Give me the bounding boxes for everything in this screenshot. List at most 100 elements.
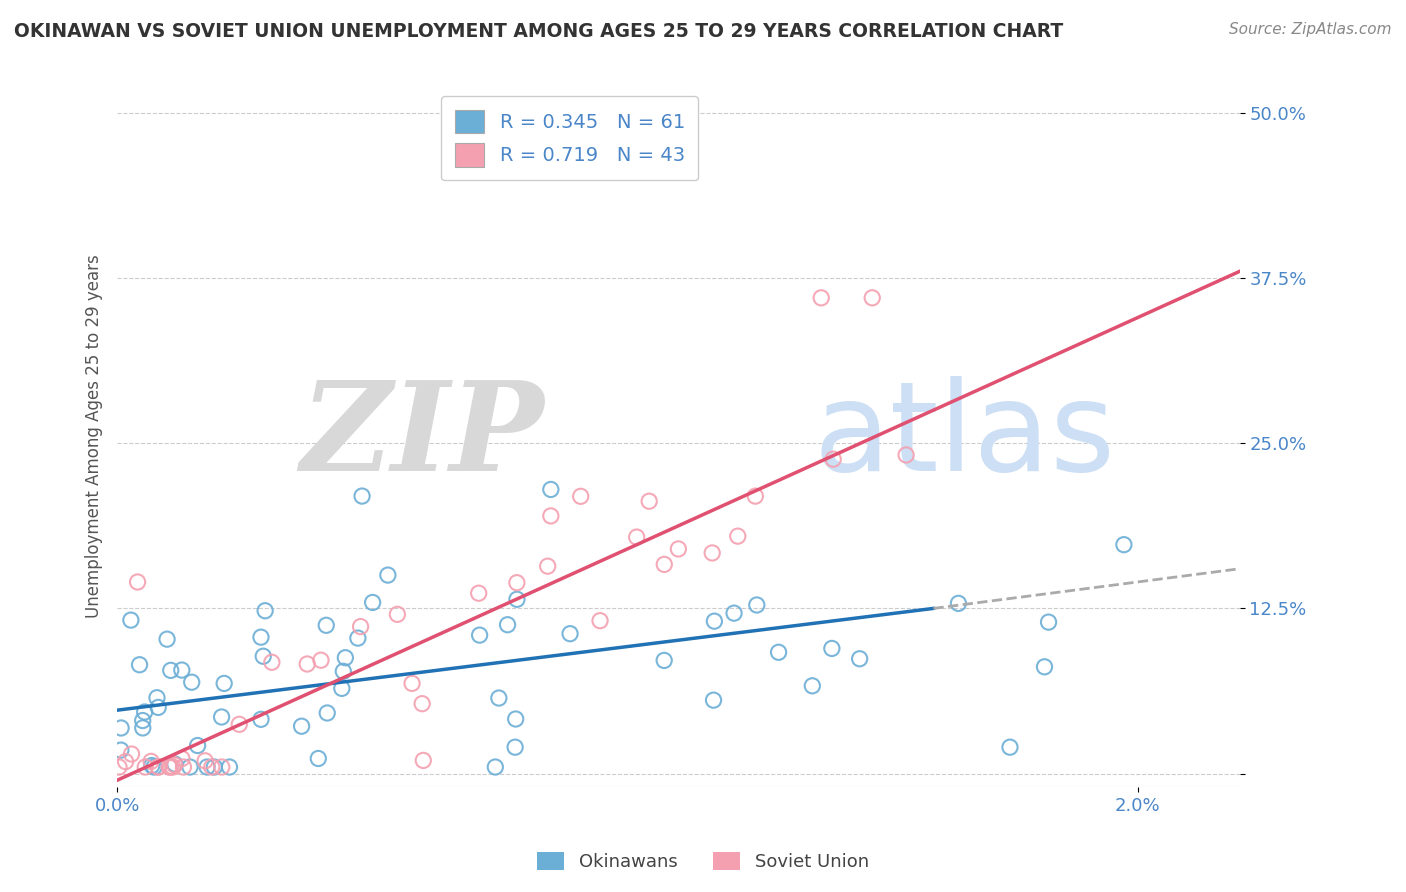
Point (307, 751, 329, 765)
Point (347, 631, 370, 645)
Point (569, 489, 592, 503)
Point (727, 529, 749, 543)
Point (134, 705, 156, 719)
Point (638, 494, 661, 508)
Text: OKINAWAN VS SOVIET UNION UNEMPLOYMENT AMONG AGES 25 TO 29 YEARS CORRELATION CHAR: OKINAWAN VS SOVIET UNION UNEMPLOYMENT AM… (14, 22, 1063, 41)
Point (315, 618, 337, 632)
Point (377, 568, 399, 582)
Point (505, 712, 527, 726)
Point (132, 721, 155, 735)
Point (157, 760, 180, 774)
Point (159, 760, 181, 774)
Point (1112, 538, 1135, 552)
Point (589, 614, 612, 628)
Point (821, 641, 844, 656)
Point (401, 676, 423, 690)
Point (666, 541, 689, 556)
Point (172, 760, 194, 774)
Point (201, 760, 224, 774)
Point (218, 760, 240, 774)
Text: atlas: atlas (813, 376, 1115, 497)
Point (254, 604, 277, 618)
Point (352, 489, 374, 503)
Point (141, 758, 163, 772)
Point (330, 681, 353, 696)
Point (148, 760, 170, 774)
Point (194, 754, 217, 768)
Point (202, 760, 225, 774)
Point (702, 693, 724, 707)
Point (1033, 660, 1056, 674)
Point (349, 619, 371, 633)
Point (860, 291, 883, 305)
Text: Source: ZipAtlas.com: Source: ZipAtlas.com (1229, 22, 1392, 37)
Point (496, 617, 519, 632)
Point (335, 650, 357, 665)
Point (810, 291, 832, 305)
Point (212, 676, 235, 690)
Point (110, 721, 132, 735)
Point (211, 760, 233, 774)
Point (131, 714, 153, 728)
Point (1038, 615, 1060, 629)
Point (163, 757, 186, 772)
Point (506, 592, 529, 607)
Point (121, 747, 143, 761)
Point (156, 632, 179, 647)
Point (170, 751, 193, 765)
Point (139, 755, 162, 769)
Point (558, 626, 581, 640)
Point (848, 652, 870, 666)
Point (114, 755, 136, 769)
Point (652, 558, 675, 572)
Point (250, 630, 273, 644)
Point (998, 740, 1021, 755)
Point (134, 760, 156, 774)
Point (703, 614, 725, 628)
Point (108, 760, 131, 774)
Legend: R = 0.345   N = 61, R = 0.719   N = 43: R = 0.345 N = 61, R = 0.719 N = 43 (441, 96, 699, 180)
Point (823, 452, 845, 467)
Point (163, 758, 186, 772)
Point (148, 700, 170, 714)
Point (488, 691, 510, 706)
Point (170, 663, 193, 677)
Point (506, 575, 529, 590)
Point (297, 657, 319, 671)
Point (309, 653, 332, 667)
Point (291, 719, 314, 733)
Point (143, 760, 166, 774)
Point (626, 530, 648, 544)
Point (745, 598, 768, 612)
Point (179, 760, 201, 774)
Point (894, 448, 917, 462)
Point (332, 665, 354, 679)
Point (110, 743, 132, 757)
Point (801, 679, 824, 693)
Point (162, 760, 184, 774)
Point (768, 645, 790, 659)
Text: ZIP: ZIP (299, 376, 544, 498)
Point (159, 664, 181, 678)
Point (316, 706, 339, 720)
Point (540, 483, 562, 497)
Point (180, 675, 202, 690)
Point (128, 657, 150, 672)
Point (211, 710, 233, 724)
Point (948, 596, 970, 610)
Point (195, 760, 218, 774)
Point (127, 574, 149, 589)
Point (744, 489, 766, 503)
Point (537, 559, 560, 574)
Y-axis label: Unemployment Among Ages 25 to 29 years: Unemployment Among Ages 25 to 29 years (86, 255, 103, 618)
Point (361, 595, 384, 609)
Point (540, 508, 562, 523)
Point (252, 649, 274, 664)
Point (120, 613, 142, 627)
Point (484, 760, 506, 774)
Point (412, 753, 434, 767)
Point (723, 606, 745, 620)
Point (468, 628, 491, 642)
Point (387, 607, 409, 622)
Point (652, 653, 675, 667)
